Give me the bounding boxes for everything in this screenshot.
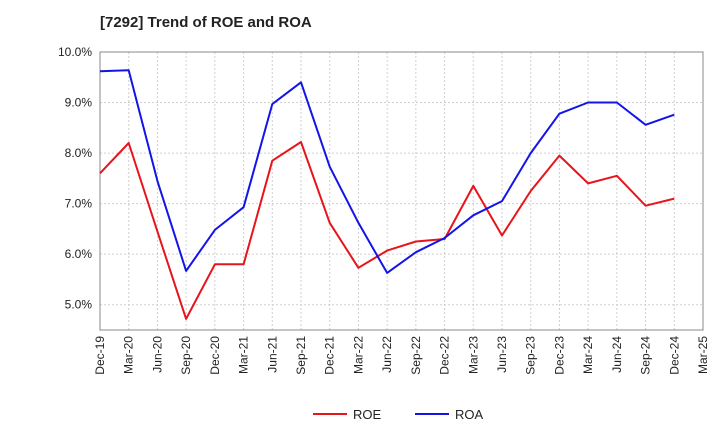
x-tick-label: Jun-23 [495, 336, 509, 373]
x-tick-label: Sep-20 [179, 336, 193, 375]
legend-label: ROE [353, 407, 382, 422]
y-axis: 5.0% 6.0% 7.0% 8.0% 9.0% 10.0% [58, 45, 92, 312]
legend-item-roa: ROA [415, 407, 484, 422]
x-tick-label: Dec-21 [323, 336, 337, 375]
y-tick-label: 5.0% [65, 298, 93, 312]
series-line-roa [99, 69, 675, 274]
legend: ROE ROA [313, 407, 484, 422]
y-tick-label: 10.0% [58, 45, 92, 59]
legend-label: ROA [455, 407, 484, 422]
x-axis: Dec-19 Mar-20 Jun-20 Sep-20 Dec-20 Mar-21 Jun-… [93, 336, 710, 375]
x-tick-label: Jun-22 [380, 336, 394, 373]
x-tick-label: Sep-24 [639, 336, 653, 375]
grid-lines [99, 51, 704, 330]
x-tick-label: Mar-20 [122, 336, 136, 374]
x-tick-label: Dec-24 [667, 336, 681, 375]
x-tick-label: Dec-20 [208, 336, 222, 375]
x-tick-label: Sep-21 [294, 336, 308, 375]
x-tick-label: Mar-24 [581, 336, 595, 374]
x-tick-label: Jun-24 [610, 336, 624, 373]
x-tick-label: Dec-19 [93, 336, 107, 375]
plot-border [99, 51, 704, 331]
x-tick-label: Dec-23 [552, 336, 566, 375]
x-tick-label: Mar-23 [466, 336, 480, 374]
y-tick-label: 7.0% [65, 197, 93, 211]
series-line-roe [99, 141, 675, 320]
x-tick-label: Sep-23 [524, 336, 538, 375]
x-tick-label: Sep-22 [409, 336, 423, 375]
x-tick-label: Mar-25 [696, 336, 710, 374]
x-tick-label: Jun-20 [150, 336, 164, 373]
series-layer [99, 69, 675, 320]
plot-area [99, 51, 704, 331]
y-tick-label: 6.0% [65, 247, 93, 261]
x-tick-label: Mar-21 [237, 336, 251, 374]
y-tick-label: 9.0% [65, 96, 93, 110]
chart-title: [7292] Trend of ROE and ROA [100, 14, 312, 31]
legend-item-roe: ROE [313, 407, 382, 422]
x-tick-label: Mar-22 [351, 336, 365, 374]
x-tick-label: Jun-21 [265, 336, 279, 373]
y-tick-label: 8.0% [65, 146, 93, 160]
x-tick-label: Dec-22 [438, 336, 452, 375]
